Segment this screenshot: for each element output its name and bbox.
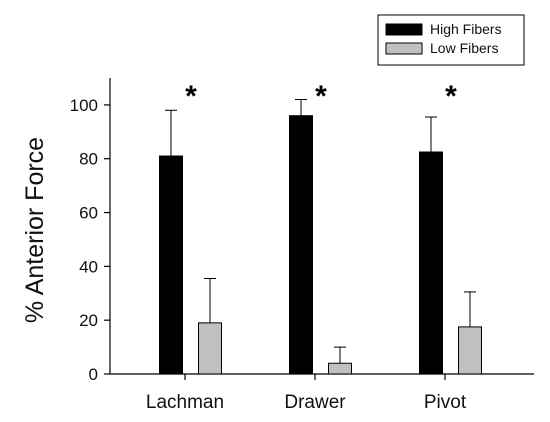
legend-label: High Fibers [430,21,502,37]
y-tick-label: 80 [79,150,98,169]
significance-mark: * [185,80,197,113]
legend: High Fibers Low Fibers [377,14,525,66]
legend-swatch [385,23,423,36]
bar-high-fibers [289,115,313,375]
x-tick-label: Lachman [146,392,224,413]
significance-mark: * [445,80,457,113]
y-tick-label: 20 [79,311,98,330]
legend-box [377,14,525,66]
bar-low-fibers [328,362,352,375]
x-tick-label: Drawer [284,392,346,413]
bar-low-fibers [458,326,482,375]
legend-label: Low Fibers [430,40,498,56]
legend-swatch [385,42,423,55]
significance-mark: * [315,80,327,113]
y-tick-label: 40 [79,257,98,276]
y-tick-label: 0 [89,365,98,384]
x-tick-label: Pivot [424,392,467,413]
y-tick-label: 100 [70,96,98,115]
plot-area: 0 20 40 60 80 100 Lachman * Drawer * Pivot * [70,78,534,413]
bar-low-fibers [198,322,222,375]
bar-high-fibers [159,155,183,375]
y-tick-label: 60 [79,204,98,223]
y-axis-label: % Anterior Force [21,137,49,323]
bar-high-fibers [419,151,443,375]
